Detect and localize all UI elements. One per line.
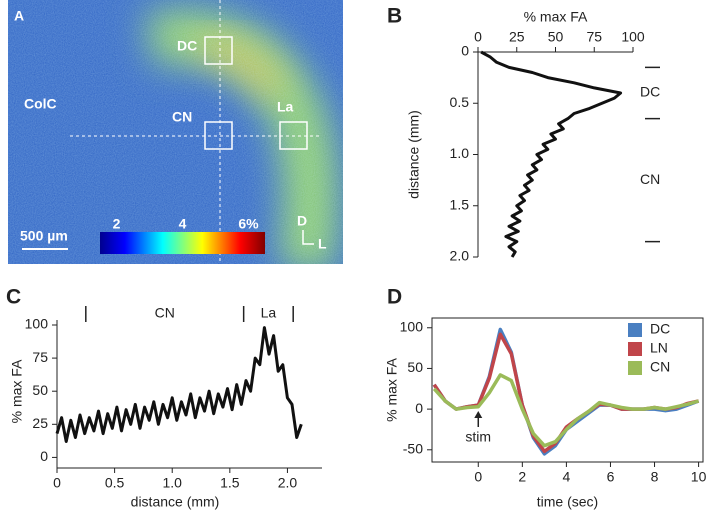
region-label: ColC — [24, 96, 57, 112]
roi-box — [279, 121, 308, 150]
panel-label: B — [387, 5, 402, 28]
legend-swatch — [628, 361, 642, 375]
panel-label: C — [6, 286, 21, 309]
x-tick-label: 6 — [607, 469, 615, 485]
y-tick-label: 2.0 — [450, 248, 470, 264]
series-line — [432, 373, 700, 448]
x-tick-label: 0 — [474, 29, 482, 45]
x-tick-label: 0.5 — [105, 475, 125, 491]
legend-label: CN — [650, 359, 670, 375]
y-tick-label: 0.5 — [450, 94, 470, 110]
legend-swatch — [628, 323, 642, 337]
x-tick-label: 75 — [586, 29, 602, 45]
legend-label: LN — [650, 340, 668, 356]
plot-frame — [431, 317, 704, 463]
roi-box — [204, 36, 233, 65]
x-tick-label: 0 — [53, 475, 61, 491]
x-axis-label: time (sec) — [537, 494, 598, 510]
y-tick-label: 0 — [415, 400, 423, 416]
x-tick-label: 2.0 — [278, 475, 298, 491]
roi-box — [204, 121, 233, 150]
profile-line — [480, 50, 623, 258]
y-tick-label: 75 — [32, 349, 48, 365]
region-label: CN — [640, 171, 660, 187]
x-axis-label: % max FA — [524, 9, 588, 25]
profile-line — [55, 326, 303, 443]
scale-bar-label: 500 µm — [20, 228, 68, 244]
x-tick-label: 50 — [548, 29, 564, 45]
legend-label: DC — [650, 321, 670, 337]
orientation-label: L — [318, 236, 327, 252]
y-tick-label: 100 — [400, 318, 424, 334]
roi-label: DC — [177, 38, 197, 54]
colorbar-tick-label: 4 — [179, 216, 187, 232]
y-axis-label: % max FA — [9, 359, 25, 423]
y-tick-label: 0 — [40, 448, 48, 464]
orientation-label: D — [297, 213, 307, 229]
x-tick-label: 4 — [562, 469, 570, 485]
legend-swatch — [628, 342, 642, 356]
region-label: CN — [155, 305, 175, 321]
colorbar-tick-label: 2 — [113, 216, 121, 232]
y-tick-label: 50 — [32, 382, 48, 398]
panel-label: A — [14, 8, 24, 24]
x-tick-label: 0 — [474, 469, 482, 485]
x-axis-label: distance (mm) — [131, 494, 220, 510]
y-axis-label: % max FA — [384, 357, 400, 421]
y-tick-label: 1.0 — [450, 145, 470, 161]
x-tick-label: 100 — [621, 29, 645, 45]
y-tick-label: 0 — [461, 43, 469, 59]
y-tick-label: 100 — [25, 316, 49, 332]
region-label: DC — [640, 84, 660, 100]
roi-label: CN — [172, 109, 192, 125]
x-tick-label: 1.0 — [162, 475, 182, 491]
panel-a-image: A DC CN La ColC 500 µm D L — [8, 0, 343, 264]
annotation-arrowhead — [474, 411, 483, 418]
colorbar-tick-label: 6% — [238, 216, 259, 232]
orientation-marker — [302, 230, 314, 245]
x-tick-label: 10 — [691, 469, 707, 485]
roi-label: La — [277, 99, 294, 115]
y-axis-label: distance (mm) — [406, 110, 422, 199]
region-label: La — [261, 305, 277, 321]
heatmap-noise — [8, 0, 343, 264]
y-tick-label: 1.5 — [450, 196, 470, 212]
x-tick-label: 8 — [651, 469, 659, 485]
x-tick-label: 2 — [518, 469, 526, 485]
colorbar — [100, 232, 265, 254]
x-tick-label: 1.5 — [220, 475, 240, 491]
x-tick-label: 25 — [509, 29, 525, 45]
y-tick-label: 25 — [32, 415, 48, 431]
annotation-label: stim — [465, 429, 491, 445]
y-tick-label: -50 — [403, 440, 423, 456]
panel-label: D — [387, 286, 402, 309]
y-tick-label: 50 — [407, 359, 423, 375]
